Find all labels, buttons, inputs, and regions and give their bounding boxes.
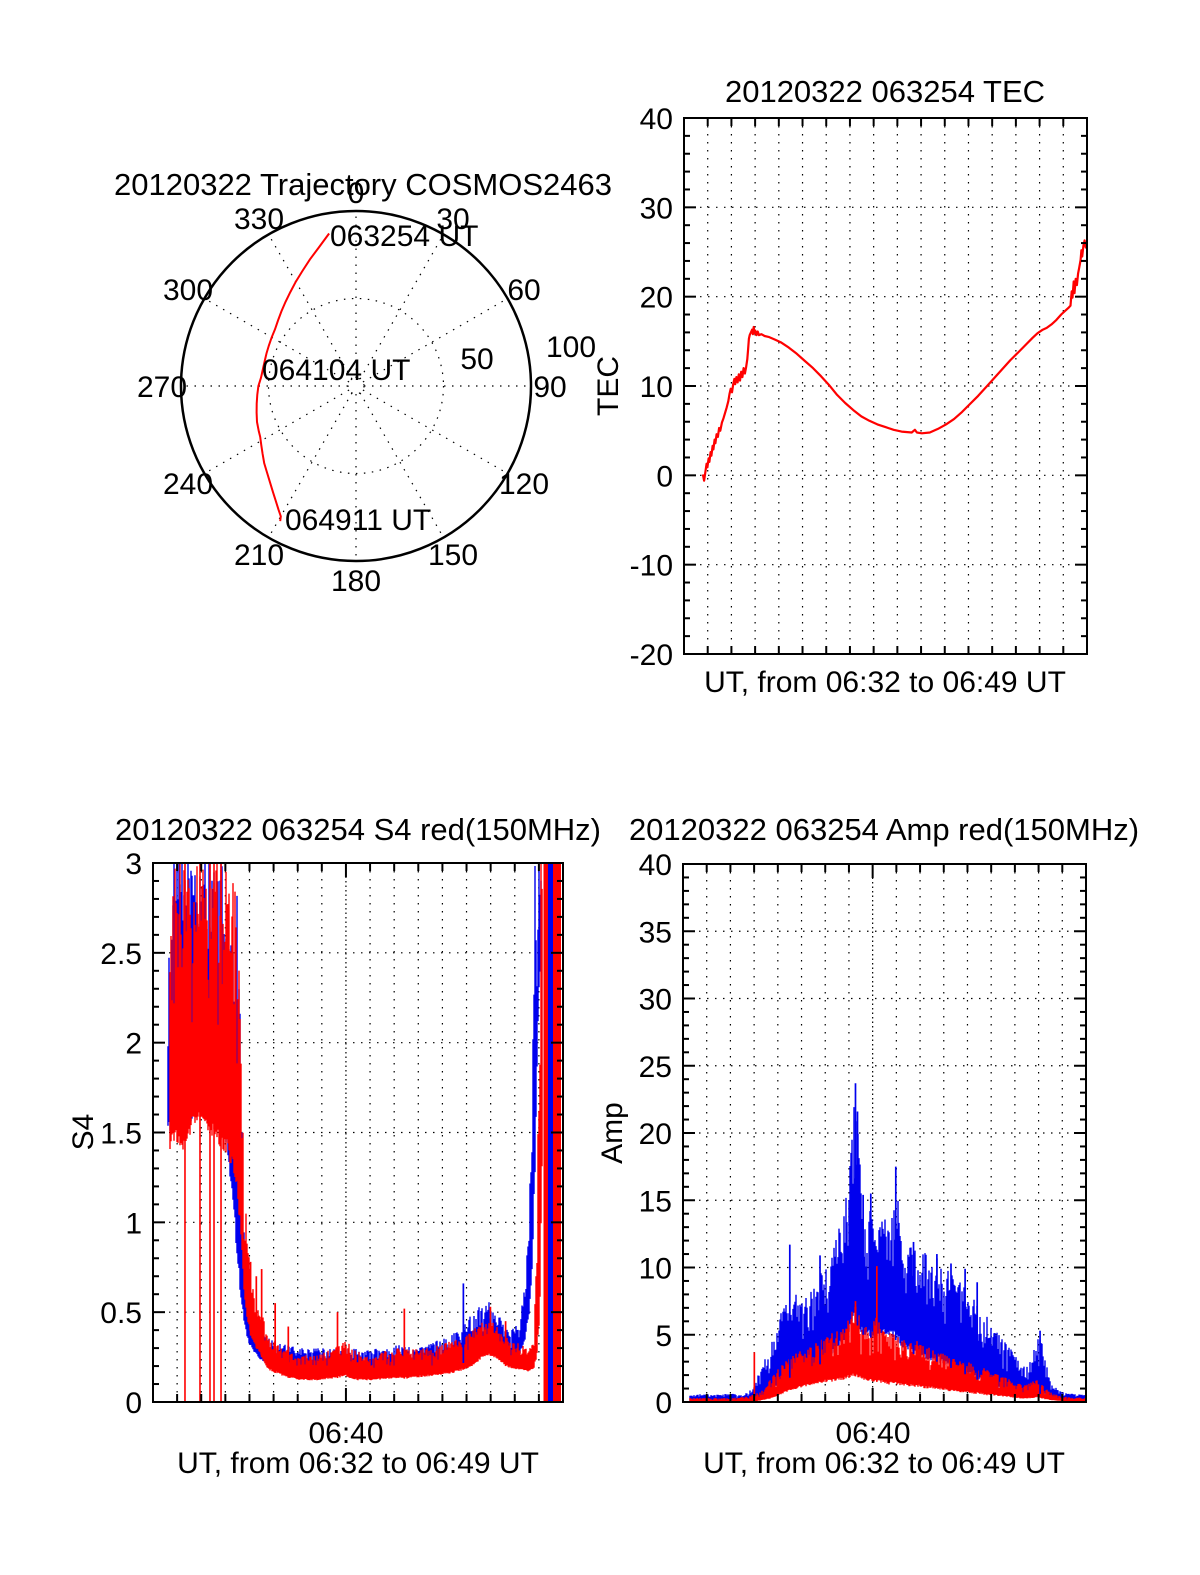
y-tick-label: 25	[639, 1051, 672, 1084]
y-tick-label: 20	[639, 1118, 672, 1151]
polar-trajectory-plot: 0 30 60 90 120 150 180 210 240 270 300 330 20120322…	[114, 167, 612, 598]
amp-series-group	[689, 1083, 1087, 1402]
polar-angle-label: 240	[163, 468, 213, 501]
y-tick-label: 40	[639, 849, 672, 882]
tec-title: 20120322 063254 TEC	[725, 74, 1045, 109]
y-tick-label: -10	[630, 550, 673, 583]
polar-angle-label: 0	[348, 177, 365, 210]
polar-angle-label: 300	[163, 274, 213, 307]
polar-spoke	[362, 389, 508, 475]
y-tick-label: 40	[640, 103, 673, 136]
s4-x-axis-label: UT, from 06:32 to 06:49 UT	[177, 1447, 539, 1480]
s4-plot: 3 2.5 2 1.5 1 0.5 0 20120322 063254 S4 red(150…	[67, 812, 601, 1480]
tec-x-axis-label: UT, from 06:32 to 06:49 UT	[704, 666, 1066, 699]
polar-angle-labels: 0 30 60 90 120 150 180 210 240 270 300 330	[137, 177, 567, 598]
tec-curve-group	[701, 239, 1089, 482]
s4-red-band	[169, 863, 543, 1381]
y-tick-label: 1.5	[100, 1118, 142, 1151]
y-tick-label: 1	[125, 1207, 142, 1240]
polar-angle-label: 150	[428, 539, 478, 572]
y-tick-label: 15	[639, 1185, 672, 1218]
polar-angle-label: 330	[234, 203, 284, 236]
y-tick-label: 10	[639, 1253, 672, 1286]
trajectory-line	[255, 232, 330, 522]
polar-grid	[179, 209, 533, 563]
y-tick-label: 5	[655, 1320, 672, 1353]
y-tick-label: 0	[656, 460, 673, 493]
annotation-time-end: 064911 UT	[285, 504, 431, 537]
amp-title: 20120322 063254 Amp red(150MHz)	[629, 812, 1139, 847]
polar-angle-label: 180	[331, 565, 381, 598]
polar-angle-label: 120	[499, 468, 549, 501]
y-tick-label: 2.5	[100, 938, 142, 971]
s4-y-axis-label: S4	[67, 1114, 100, 1151]
trajectory-path-group	[255, 232, 330, 522]
polar-angle-label: 270	[137, 371, 187, 404]
y-tick-label: 30	[640, 192, 673, 225]
s4-axes-frame: 3 2.5 2 1.5 1 0.5 0	[100, 848, 564, 1420]
s4-saturated-bar-blue	[548, 863, 553, 1402]
tec-y-axis-label: TEC	[592, 356, 625, 416]
y-tick-label: 3	[125, 848, 142, 881]
annotation-time-mid: 064104 UT	[262, 354, 410, 387]
y-tick-label: 30	[639, 984, 672, 1017]
s4-series-group	[167, 863, 561, 1402]
y-tick-label: 0	[125, 1387, 142, 1420]
amp-x-tick-0640: 06:40	[835, 1417, 910, 1450]
tec-curve	[701, 239, 1089, 482]
amp-red-band	[689, 1306, 1087, 1402]
s4-x-tick-0640: 06:40	[308, 1417, 383, 1450]
y-tick-label: -20	[630, 639, 673, 672]
amp-plot: 40 35 30 25 20 15 10 5 0 20120322 063254 Amp red…	[596, 812, 1139, 1480]
s4-title: 20120322 063254 S4 red(150MHz)	[115, 812, 601, 847]
polar-outer-circle	[179, 209, 533, 563]
polar-ring-50	[267, 297, 445, 475]
polar-spoke	[204, 389, 350, 475]
polar-title: 20120322 Trajectory COSMOS2463	[114, 167, 612, 202]
y-tick-label: 35	[639, 916, 672, 949]
y-tick-label: 2	[125, 1028, 142, 1061]
polar-angle-label: 210	[234, 539, 284, 572]
y-tick-label: 0	[655, 1387, 672, 1420]
s4-saturated-bar-red	[543, 863, 548, 1402]
y-tick-label: 10	[640, 371, 673, 404]
tec-grid	[684, 118, 1087, 654]
amp-axes-frame: 40 35 30 25 20 15 10 5 0	[639, 849, 1087, 1420]
polar-radial-tick-50: 50	[460, 343, 493, 376]
polar-angle-label: 60	[507, 274, 540, 307]
y-tick-label: 20	[640, 282, 673, 315]
annotation-time-start: 063254 UT	[330, 220, 478, 253]
tec-axes-frame: 40 30 20 10 0 -10 -20	[630, 103, 1088, 672]
amp-x-axis-label: UT, from 06:32 to 06:49 UT	[703, 1447, 1065, 1480]
polar-angle-label: 30	[436, 203, 469, 236]
y-tick-label: 0.5	[100, 1297, 142, 1330]
polar-radial-tick-100: 100	[546, 331, 596, 364]
polar-angle-label: 90	[533, 371, 566, 404]
amp-y-axis-label: Amp	[596, 1102, 629, 1164]
